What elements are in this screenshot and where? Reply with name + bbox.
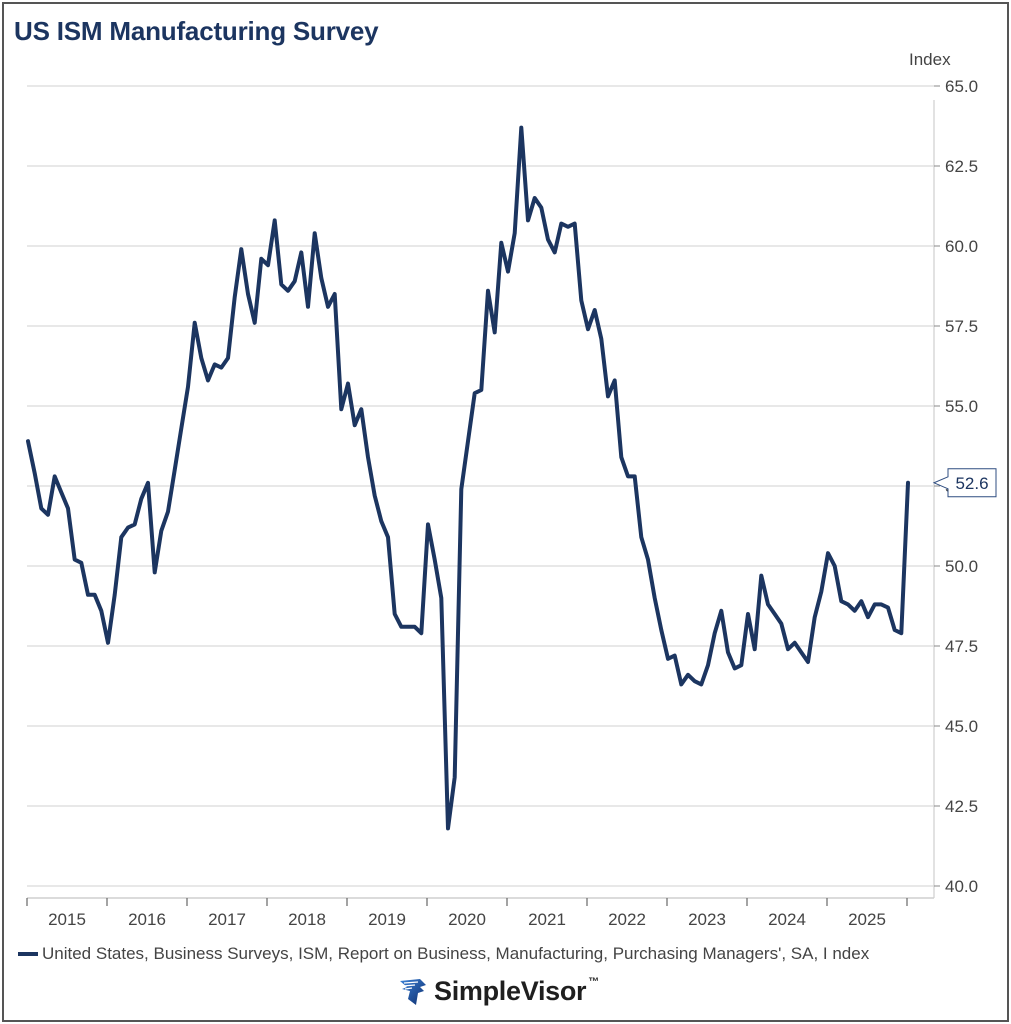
x-ticks: 2015 2016 2017 2018 2019 2020 2021 2022 2023 2024… bbox=[26, 898, 908, 929]
y-tick-label: 45.0 bbox=[945, 717, 978, 736]
y-tick-label: 42.5 bbox=[945, 797, 978, 816]
logo-text: SimpleVisor bbox=[434, 976, 587, 1006]
chart-svg: 65.062.560.057.555.052.550.047.545.042.5… bbox=[26, 77, 997, 929]
x-tick-label: 2020 bbox=[448, 910, 486, 929]
legend-swatch bbox=[18, 952, 38, 956]
x-tick-label: 2017 bbox=[208, 910, 246, 929]
x-tick-label: 2022 bbox=[608, 910, 646, 929]
x-tick-label: 2025 bbox=[848, 910, 886, 929]
legend-label: United States, Business Surveys, ISM, Re… bbox=[42, 944, 870, 963]
last-value-text: 52.6 bbox=[955, 474, 988, 493]
gridlines bbox=[27, 85, 934, 887]
y-tick-label: 65.0 bbox=[945, 77, 978, 96]
y-tick-label: 50.0 bbox=[945, 557, 978, 576]
last-value-box bbox=[932, 468, 997, 498]
y-tick-label: 62.5 bbox=[945, 157, 978, 176]
logo-trademark: ™ bbox=[588, 975, 600, 988]
series-line bbox=[26, 125, 910, 831]
x-tick-label: 2018 bbox=[288, 910, 326, 929]
simplevisor-logo: SimpleVisor ™ bbox=[398, 976, 599, 1007]
x-tick-label: 2021 bbox=[528, 910, 566, 929]
chart-title: US ISM Manufacturing Survey bbox=[14, 16, 379, 46]
legend: United States, Business Surveys, ISM, Re… bbox=[18, 944, 869, 964]
y-tick-label: 40.0 bbox=[945, 877, 978, 896]
y-axis-label: Index bbox=[909, 50, 951, 69]
eagle-shield-icon bbox=[400, 978, 426, 1005]
y-tick-label: 47.5 bbox=[945, 637, 978, 656]
x-tick-label: 2015 bbox=[48, 910, 86, 929]
y-tick-label: 55.0 bbox=[945, 397, 978, 416]
last-value-callout: 52.6 bbox=[932, 468, 997, 498]
y-tick-label: 60.0 bbox=[945, 237, 978, 256]
x-tick-label: 2023 bbox=[688, 910, 726, 929]
x-tick-label: 2024 bbox=[768, 910, 806, 929]
x-tick-label: 2019 bbox=[368, 910, 406, 929]
x-tick-label: 2016 bbox=[128, 910, 166, 929]
y-tick-label: 57.5 bbox=[945, 317, 978, 336]
